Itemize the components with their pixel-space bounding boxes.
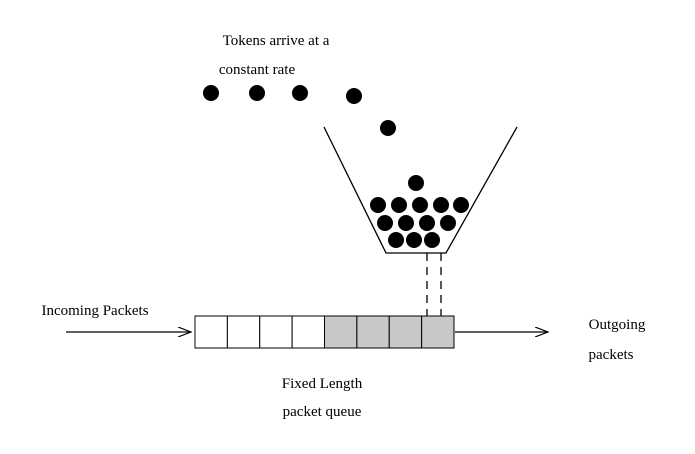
bucket-token	[408, 175, 424, 191]
queue-slot-filled	[356, 315, 390, 349]
bucket-token	[433, 197, 449, 213]
incoming-packets-label: Incoming Packets	[41, 303, 148, 319]
tokens-arrival-label-line1: Tokens arrive at a	[223, 33, 330, 49]
bucket-token	[424, 232, 440, 248]
falling-token	[346, 88, 362, 104]
falling-token	[203, 85, 219, 101]
falling-token	[249, 85, 265, 101]
bucket-token	[391, 197, 407, 213]
bucket-token	[440, 215, 456, 231]
queue-slot-filled	[421, 315, 455, 349]
queue-slot-empty	[259, 315, 293, 349]
bucket-token	[377, 215, 393, 231]
packet-queue	[194, 315, 455, 349]
bucket-token	[412, 197, 428, 213]
falling-token	[380, 120, 396, 136]
bucket-tokens	[370, 175, 469, 248]
bucket-token	[453, 197, 469, 213]
bucket-token	[370, 197, 386, 213]
queue-slot-empty	[291, 315, 325, 349]
falling-token	[292, 85, 308, 101]
queue-label-line1: Fixed Length	[282, 376, 363, 392]
queue-slot-empty	[194, 315, 228, 349]
falling-tokens	[203, 85, 396, 136]
bucket-to-queue-connector	[426, 253, 442, 316]
bucket-token	[419, 215, 435, 231]
bucket-token	[406, 232, 422, 248]
queue-slot-filled	[388, 315, 423, 349]
queue-slot-empty	[226, 315, 261, 349]
outgoing-packets-label-line1: Outgoing	[589, 317, 646, 333]
tokens-arrival-label-line2: constant rate	[219, 62, 296, 78]
queue-slot-filled	[324, 315, 358, 349]
bucket-token	[388, 232, 404, 248]
outgoing-packets-label-line2: packets	[589, 347, 634, 363]
bucket-token	[398, 215, 414, 231]
token-bucket	[323, 126, 518, 254]
queue-label-line2: packet queue	[283, 404, 362, 420]
